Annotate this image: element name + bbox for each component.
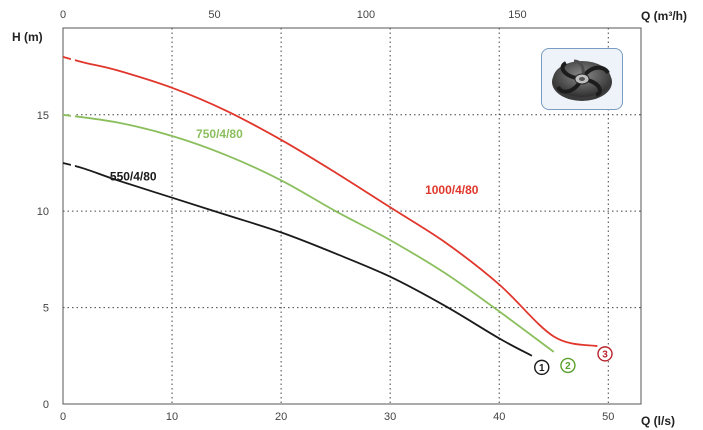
x2-tick-label: 150 [508,9,526,21]
curves [62,55,598,357]
series-label-1: 550/4/80 [110,169,157,183]
impeller-icon [552,59,612,101]
curve-marker-number-3: 3 [602,349,608,360]
x2-tick-label: 50 [208,9,220,21]
impeller-photo [541,48,623,110]
curve-gap [70,55,75,64]
x-tick-label: 30 [384,411,396,423]
x-tick-label: 0 [60,411,66,423]
curve-markers: 1 2 3 [534,346,613,376]
y-tick-label: 0 [43,399,49,411]
curve-marker-number-1: 1 [539,363,545,374]
tick-labels: 0 10 20 30 40 50 0 50 100 150 0 5 10 15 [37,9,615,423]
curve-3 [62,56,598,348]
x2-tick-label: 0 [60,9,66,21]
y-tick-label: 5 [43,303,49,315]
x2-tick-label: 100 [357,9,375,21]
plot-frame [62,27,642,405]
y-tick-label: 10 [37,206,49,218]
x-tick-label: 50 [602,411,614,423]
x2-axis-title: Q (m³/h) [641,9,687,23]
series-label-2: 750/4/80 [196,127,243,141]
series-label-3: 1000/4/80 [425,183,479,197]
curve-gap [70,161,75,170]
curve-gap [70,113,75,122]
grid [63,28,641,404]
x-axis-title: Q (l/s) [641,414,675,428]
curve-2 [62,113,555,353]
x-tick-label: 40 [493,411,505,423]
x-tick-label: 20 [275,411,287,423]
curve-marker-1 [534,359,550,376]
curve-1 [62,162,533,357]
series-labels: 550/4/80 750/4/80 1000/4/80 [110,127,479,197]
y-tick-label: 15 [37,110,49,122]
y-axis-title: H (m) [12,30,43,44]
curve-marker-2 [560,357,576,374]
x-tick-label: 10 [166,411,178,423]
curve-marker-3 [597,346,613,362]
curve-marker-number-2: 2 [565,361,571,372]
